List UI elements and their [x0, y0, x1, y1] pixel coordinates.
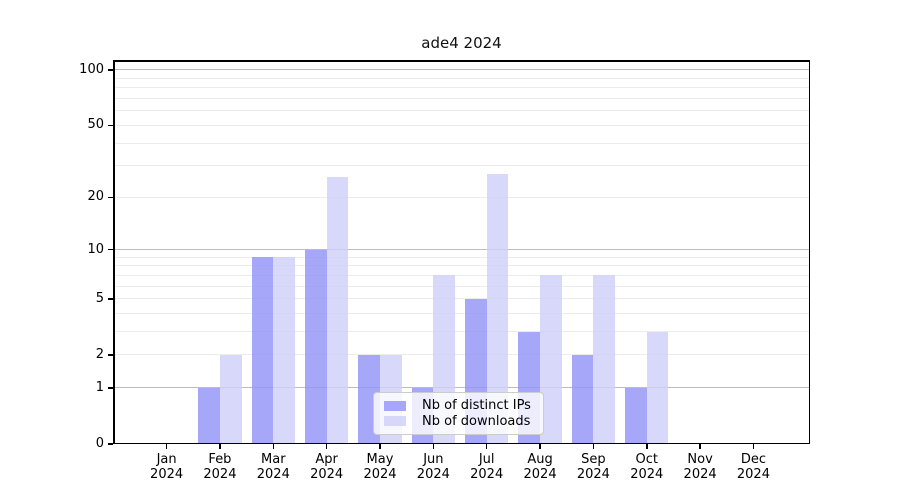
gridline-minor — [113, 98, 810, 100]
gridline-minor — [113, 285, 810, 287]
plot-spine-right — [808, 60, 810, 444]
bar-nb-of-distinct-ips-sep — [571, 354, 594, 444]
plot-spine-bottom — [113, 442, 810, 444]
gridline-major — [113, 387, 810, 389]
gridline-minor — [113, 265, 810, 267]
x-tick-label: Jun 2024 — [416, 452, 450, 482]
x-tick-mark — [165, 444, 168, 449]
x-tick-label: Jan 2024 — [150, 452, 184, 482]
x-tick-mark — [325, 444, 328, 449]
gridline-major — [113, 69, 810, 71]
y-tick-label: 0 — [95, 436, 104, 451]
gridline-minor — [113, 298, 810, 300]
y-tick-mark — [108, 387, 113, 389]
legend-swatch-downloads-icon — [384, 416, 406, 427]
bar-nb-of-downloads-sep — [593, 275, 616, 444]
y-tick-mark — [108, 196, 113, 199]
gridline-minor — [113, 256, 810, 258]
legend-item-downloads: Nb of downloads — [384, 414, 534, 430]
bar-nb-of-distinct-ips-oct — [625, 387, 647, 444]
x-tick-label: May 2024 — [363, 452, 397, 482]
x-tick-mark — [272, 444, 275, 449]
y-tick-label: 5 — [95, 290, 104, 306]
gridline-minor — [113, 77, 810, 79]
x-tick-label: Feb 2024 — [203, 452, 237, 482]
y-tick-label: 2 — [95, 346, 104, 362]
x-tick-mark — [432, 444, 435, 449]
x-tick-mark — [646, 444, 648, 449]
x-tick-label: Apr 2024 — [310, 452, 344, 482]
x-tick-mark — [219, 444, 221, 449]
x-tick-label: Sep 2024 — [576, 452, 610, 482]
gridline-minor — [113, 110, 810, 112]
x-tick-mark — [379, 444, 381, 449]
chart-title: ade4 2024 — [421, 34, 502, 52]
bar-nb-of-downloads-jul — [486, 173, 509, 444]
y-tick-label: 20 — [87, 189, 104, 205]
x-tick-label: Aug 2024 — [523, 452, 557, 482]
bar-nb-of-distinct-ips-apr — [304, 249, 327, 444]
bar-nb-of-distinct-ips-mar — [251, 257, 274, 444]
gridline-major — [113, 249, 810, 251]
plot-spine-left — [113, 60, 115, 444]
x-tick-label: Nov 2024 — [683, 452, 717, 482]
legend-label-distinct-ips: Nb of distinct IPs — [422, 398, 531, 414]
x-tick-mark — [539, 444, 541, 449]
y-tick-mark — [108, 248, 113, 251]
x-tick-label: Mar 2024 — [256, 452, 290, 482]
gridline-minor — [113, 196, 810, 198]
y-tick-label: 100 — [79, 61, 104, 77]
gridline-minor — [113, 87, 810, 89]
x-tick-label: Oct 2024 — [630, 452, 664, 482]
gridline-minor — [113, 124, 810, 126]
y-tick-label: 10 — [87, 241, 104, 257]
bar-nb-of-downloads-mar — [273, 257, 295, 444]
y-tick-mark — [108, 298, 113, 300]
bar-nb-of-downloads-aug — [540, 275, 562, 444]
gridline-minor — [113, 313, 810, 315]
bar-nb-of-downloads-feb — [219, 354, 242, 444]
legend-item-distinct-ips: Nb of distinct IPs — [384, 398, 534, 414]
x-tick-label: Jul 2024 — [470, 452, 504, 482]
x-tick-mark — [592, 444, 595, 449]
y-tick-mark — [108, 354, 113, 356]
plot-spine-top — [113, 60, 810, 62]
bar-nb-of-downloads-apr — [326, 176, 349, 444]
gridline-minor — [113, 354, 810, 356]
x-tick-mark — [699, 444, 701, 449]
x-tick-mark — [485, 444, 488, 449]
y-tick-mark — [108, 443, 113, 445]
gridline-minor — [113, 165, 810, 167]
gridline-minor — [113, 331, 810, 333]
legend: Nb of distinct IPs Nb of downloads — [373, 392, 544, 435]
legend-label-downloads: Nb of downloads — [422, 413, 531, 429]
gridline-minor — [113, 142, 810, 144]
bar-nb-of-downloads-oct — [646, 331, 669, 444]
plot-area: Nb of distinct IPs Nb of downloads — [113, 60, 810, 444]
bar-nb-of-distinct-ips-feb — [198, 387, 220, 444]
gridline-minor — [113, 274, 810, 276]
y-tick-mark — [108, 124, 113, 127]
x-tick-mark — [752, 444, 755, 449]
x-tick-label: Dec 2024 — [736, 452, 770, 482]
y-tick-label: 50 — [87, 117, 104, 133]
y-tick-mark — [108, 69, 113, 71]
y-tick-label: 1 — [95, 379, 104, 395]
legend-swatch-distinct-ips-icon — [384, 400, 406, 411]
